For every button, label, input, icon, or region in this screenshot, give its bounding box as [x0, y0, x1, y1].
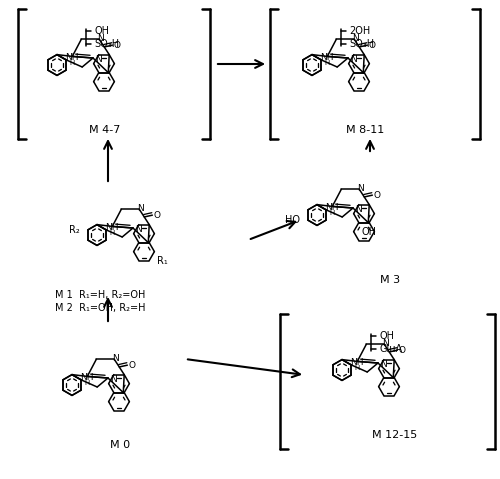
Text: NH: NH	[326, 203, 339, 212]
Text: M 2  R₁=OH, R₂=H: M 2 R₁=OH, R₂=H	[55, 303, 146, 313]
Text: H: H	[324, 60, 330, 66]
Text: NH: NH	[350, 358, 364, 366]
Text: O: O	[369, 41, 376, 50]
Text: O: O	[154, 211, 161, 220]
Text: H: H	[330, 210, 334, 216]
Text: O: O	[399, 346, 406, 354]
Text: OH: OH	[94, 26, 110, 36]
Text: 2OH: 2OH	[350, 26, 370, 36]
Text: OH: OH	[380, 331, 394, 342]
Text: R₂: R₂	[69, 225, 80, 235]
Text: N: N	[380, 360, 386, 369]
Text: NH: NH	[320, 53, 334, 62]
Text: O: O	[374, 191, 381, 200]
Text: H: H	[84, 380, 89, 386]
Text: M 12-15: M 12-15	[372, 430, 418, 440]
Text: NH: NH	[80, 373, 94, 382]
Text: M 1  R₁=H, R₂=OH: M 1 R₁=H, R₂=OH	[55, 290, 146, 300]
Text: N: N	[350, 55, 356, 64]
Text: HO: HO	[285, 215, 300, 225]
Text: GluA: GluA	[380, 344, 402, 354]
Text: N: N	[352, 34, 358, 43]
Text: M 8-11: M 8-11	[346, 125, 384, 135]
Text: N: N	[357, 184, 364, 193]
Text: SO₃H: SO₃H	[94, 39, 120, 49]
Text: H: H	[70, 60, 74, 66]
Text: O: O	[114, 41, 121, 50]
Text: N: N	[112, 354, 118, 363]
Text: N: N	[137, 204, 143, 213]
Text: N: N	[97, 34, 103, 43]
Text: H: H	[110, 230, 114, 236]
Text: R₁: R₁	[157, 256, 168, 266]
Text: OH: OH	[362, 227, 376, 237]
Text: N: N	[95, 55, 102, 64]
Text: NH: NH	[106, 223, 119, 232]
Text: M 3: M 3	[380, 275, 400, 285]
Text: NH: NH	[66, 53, 79, 62]
Text: N: N	[355, 205, 362, 214]
Text: N: N	[382, 339, 388, 348]
Text: H: H	[354, 365, 360, 371]
Text: M 4-7: M 4-7	[90, 125, 120, 135]
Text: SO₃H: SO₃H	[350, 39, 374, 49]
Text: O: O	[129, 361, 136, 370]
Text: N: N	[110, 375, 116, 384]
Text: M 0: M 0	[110, 440, 130, 450]
Text: N: N	[135, 225, 141, 234]
